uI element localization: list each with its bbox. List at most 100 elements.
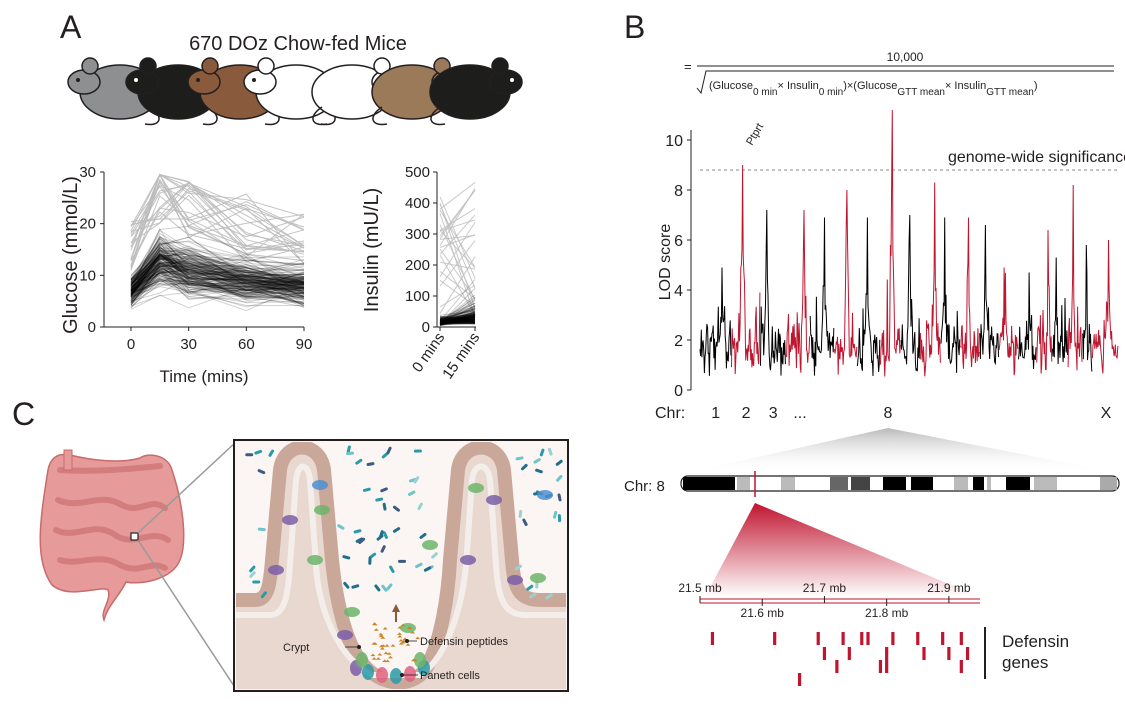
glucose-mouse-line: [130, 283, 305, 299]
insulin-mouse-line: [439, 319, 476, 325]
defensin-peptide: [372, 642, 378, 645]
epithelial-cell: [282, 515, 298, 525]
insulin-mouse-line: [439, 316, 476, 323]
epithelial-cell: [312, 480, 328, 490]
insulin-mouse-line: [439, 321, 476, 323]
insulin-mouse-line: [439, 316, 476, 326]
glucose-mouse-line: [130, 237, 305, 280]
insulin-y-tick-label: 100: [405, 288, 430, 305]
chromosome-3-lod: [760, 209, 786, 376]
insulin-mouse-line: [439, 312, 476, 325]
glucose-mouse-line: [130, 264, 305, 302]
glucose-mouse-line: [130, 258, 305, 294]
insulin-mouse-line: [439, 318, 476, 324]
insulin-mouse-line: [439, 314, 476, 326]
bacterium: [392, 505, 400, 512]
glucose-mouse-line: [130, 283, 305, 307]
insulin-mouse-line: [439, 298, 476, 322]
bacterium: [557, 514, 562, 523]
mouse-head: [187, 69, 221, 95]
glucose-mouse-line: [130, 240, 305, 291]
insulin-mouse-line: [439, 314, 476, 326]
insulin-mouse-line: [439, 318, 476, 323]
bacterium: [521, 463, 528, 471]
bacterium: [337, 524, 345, 530]
glucose-mouse-line: [130, 238, 305, 300]
glucose-mouse-line: [130, 267, 305, 302]
glucose-mouse-line: [130, 278, 305, 300]
lod-y-tick-label: 2: [674, 333, 683, 350]
insulin-mouse-line: [439, 189, 476, 240]
insulin-mouse-line: [439, 208, 476, 231]
glucose-mouse-line: [130, 247, 305, 290]
defensin-gene: [816, 632, 820, 645]
epithelial-cell: [537, 490, 553, 500]
mouse-ear: [201, 57, 219, 75]
insulin-mouse-line: [439, 316, 476, 324]
insulin-mouse-line: [439, 321, 476, 325]
defensin-peptide: [405, 643, 411, 646]
insulin-mouse-line: [439, 203, 476, 289]
lod-trace: [900, 214, 921, 372]
mouse-eye: [196, 78, 200, 82]
insulin-mouse-line: [439, 314, 476, 323]
glucose-mouse-line: [130, 245, 305, 288]
bacterium: [343, 581, 350, 589]
insulin-mouse-line: [439, 319, 476, 323]
glucose-mouse-line: [130, 266, 305, 298]
defensin-peptide: [379, 647, 385, 650]
insulin-mouse-line: [439, 318, 476, 322]
insulin-mouse-line: [439, 320, 476, 322]
insulin-mouse-line: [439, 307, 476, 320]
bacterium: [552, 510, 558, 519]
glucose-mouse-line: [130, 277, 305, 299]
glucose-mouse-line: [130, 253, 305, 298]
insulin-y-tick-label: 0: [422, 319, 430, 336]
defensin-gene: [922, 647, 926, 660]
chromosome-15-lod: [1018, 272, 1037, 370]
glucose-mouse-line: [130, 249, 305, 298]
insulin-mouse-line: [439, 317, 476, 324]
insulin-y-tick-label: 500: [405, 164, 430, 181]
insulin-mouse-line: [439, 315, 476, 325]
insulin-mouse-line: [439, 318, 476, 321]
insulin-mouse-line: [439, 311, 476, 323]
bacterium: [254, 449, 263, 455]
defensin-gene: [860, 632, 864, 645]
glucose-mouse-line: [130, 185, 305, 253]
bacterium: [381, 452, 389, 459]
defensin-peptide: [371, 657, 377, 660]
glucose-mouse-line: [130, 256, 305, 291]
defensin-peptide: [375, 657, 381, 660]
insulin-mouse-line: [439, 317, 476, 322]
glucose-mouse-line: [130, 264, 305, 293]
lod-trace: [731, 164, 761, 375]
glucose-mouse-line: [130, 261, 305, 292]
insulin-mouse-line: [439, 312, 476, 322]
insulin-mouse-line: [439, 321, 476, 325]
insulin-mouse-line: [439, 321, 476, 324]
defensin-gene: [959, 660, 963, 673]
insulin-mouse-line: [439, 305, 476, 323]
glucose-mouse-line: [130, 249, 305, 297]
glucose-y-tick-label: 0: [88, 319, 96, 336]
bacterium: [346, 451, 355, 456]
insulin-mouse-line: [439, 314, 476, 325]
chromosome-8-ideogram: [680, 471, 1120, 497]
glucose-mouse-line: [130, 252, 305, 291]
insulin-mouse-line: [439, 320, 476, 326]
glucose-mouse-line: [130, 260, 305, 286]
glucose-mouse-line: [130, 257, 305, 288]
glucose-mouse-line: [130, 245, 305, 296]
glucose-mouse-line: [130, 262, 305, 292]
bacterium: [398, 559, 407, 563]
insulin-mouse-line: [439, 305, 476, 324]
glucose-mouse-line: [130, 277, 305, 304]
lod-y-tick-label: 6: [674, 233, 683, 250]
chromosome-6-lod: [833, 189, 858, 375]
epithelial-cell: [337, 630, 353, 640]
glucose-mouse-line: [130, 282, 305, 310]
glucose-y-tick-label: 20: [79, 216, 96, 233]
defensin-gene: [710, 632, 715, 645]
